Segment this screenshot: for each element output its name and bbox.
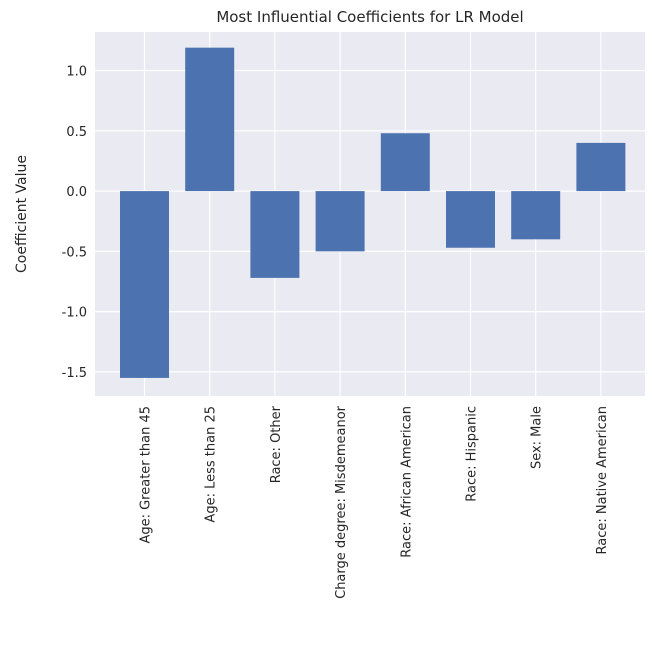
y-tick-label: 0.5 [66,125,87,140]
y-tick-label: 0.0 [66,185,87,200]
x-tick-label: Age: Less than 25 [204,406,219,523]
y-axis-ticks: -1.5 -1.0 -0.5 0.0 0.5 1.0 [62,65,87,381]
y-tick-label: -1.5 [62,366,87,381]
y-tick-label: -1.0 [62,306,87,321]
chart-title: Most Influential Coefficients for LR Mod… [216,8,523,26]
bar [315,191,365,252]
bar [185,47,235,192]
bar [120,191,169,378]
y-axis-label: Coefficient Value [14,155,30,273]
bars [120,47,626,378]
bar [511,191,561,240]
x-tick-label: Race: Other [269,405,284,483]
x-tick-label: Sex: Male [530,406,545,469]
bar [250,191,300,278]
bar [576,142,626,192]
bar [446,191,495,248]
x-tick-label: Charge degree: Misdemeanor [334,405,349,599]
x-tick-label: Race: African American [399,406,414,558]
x-tick-label: Age: Greater than 45 [139,406,154,544]
x-tick-label: Race: Hispanic [465,406,480,502]
x-tick-label: Race: Native American [595,406,610,554]
plot-area [95,32,645,396]
y-tick-label: -0.5 [62,245,87,260]
y-tick-label: 1.0 [66,65,87,80]
bar [380,133,430,192]
x-axis-ticks: Age: Greater than 45 Age: Less than 25 Rac… [139,405,610,599]
